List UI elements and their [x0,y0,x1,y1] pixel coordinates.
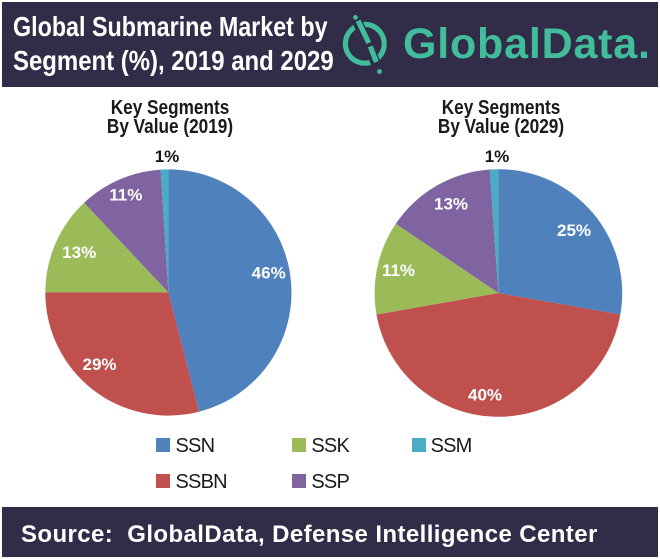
svg-text:46%: 46% [252,263,286,282]
svg-text:40%: 40% [468,385,502,404]
svg-text:11%: 11% [109,185,142,204]
svg-text:1%: 1% [485,147,510,166]
svg-text:25%: 25% [557,221,591,240]
svg-text:29%: 29% [82,355,116,374]
svg-text:1%: 1% [155,147,180,166]
svg-text:13%: 13% [62,243,96,262]
svg-text:13%: 13% [434,195,468,214]
svg-text:11%: 11% [382,261,415,280]
